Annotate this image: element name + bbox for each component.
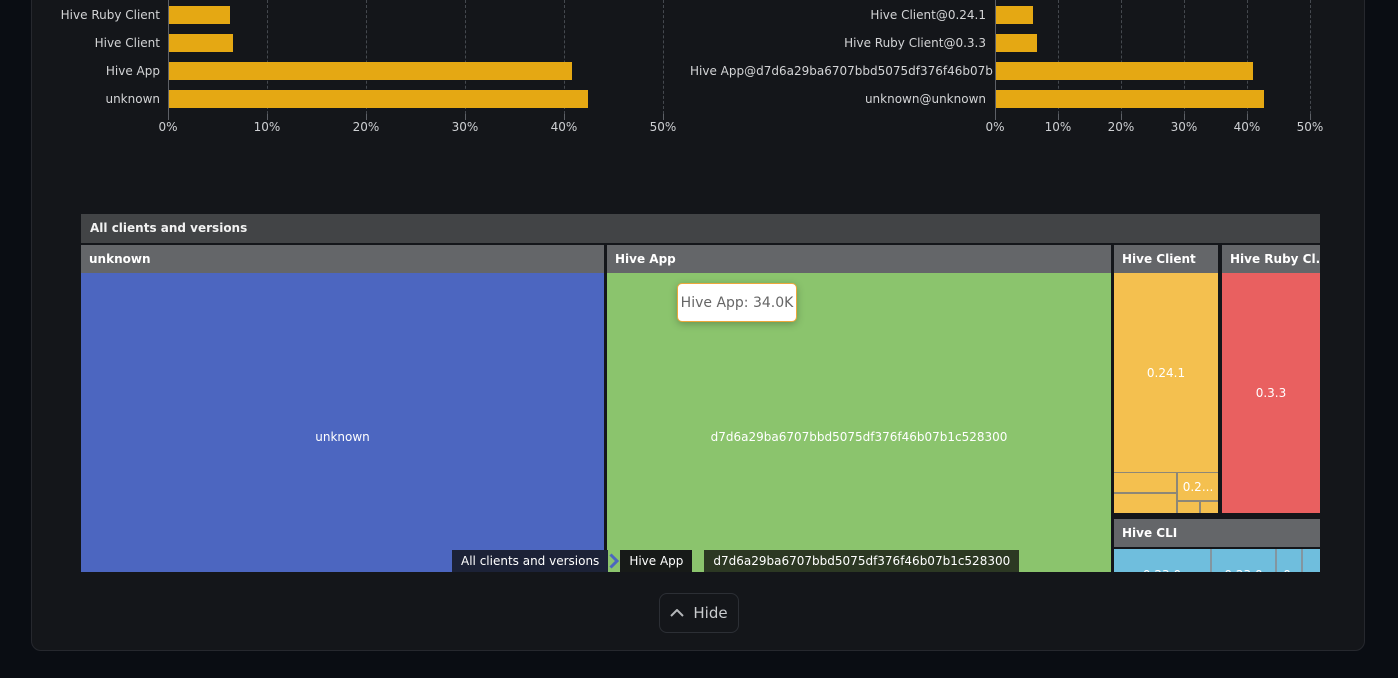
grid-line: [1184, 0, 1185, 114]
x-axis-tick-label: 20%: [352, 120, 380, 134]
bar[interactable]: [996, 90, 1264, 108]
x-axis-tick-label: 50%: [649, 120, 677, 134]
tooltip-text: Hive App: 34.0K: [680, 294, 794, 311]
category-label: unknown@unknown: [864, 92, 986, 106]
treemap-section-header-hive-ruby-client[interactable]: Hive Ruby Cl...: [1222, 245, 1320, 273]
x-axis-tick-label: 30%: [1170, 120, 1198, 134]
x-axis-tick-label: 40%: [550, 120, 578, 134]
category-label: unknown: [105, 92, 160, 106]
breadcrumb-item-version-hash[interactable]: d7d6a29ba6707bbd5075df376f46b07b1c528300: [704, 550, 1020, 572]
axis-tick: [1310, 114, 1311, 120]
grid-line: [1247, 0, 1248, 114]
treemap-hive-client-minor-versions: 0.2...: [1114, 472, 1218, 513]
treemap-section-header-hive-app[interactable]: Hive App: [607, 245, 1111, 273]
axis-tick: [1247, 114, 1248, 120]
grid-line: [366, 0, 367, 114]
grid-line: [564, 0, 565, 114]
treemap-cell-hive-client-minor-2[interactable]: [1114, 494, 1176, 513]
treemap-cell-hive-client-version[interactable]: 0.24.1: [1114, 273, 1218, 472]
treemap-cell-hive-client-minor-1[interactable]: [1114, 473, 1176, 492]
axis-tick: [267, 114, 268, 120]
x-axis-tick-label: 10%: [1044, 120, 1072, 134]
treemap-root-header[interactable]: All clients and versions: [81, 214, 1320, 243]
tooltip: Hive App: 34.0K: [677, 283, 797, 322]
category-label: Hive App: [105, 64, 160, 78]
chevron-right-icon: [608, 550, 620, 572]
breadcrumb-item-root[interactable]: All clients and versions: [452, 550, 609, 572]
bar[interactable]: [169, 34, 233, 52]
treemap-cell-hive-app-version[interactable]: d7d6a29ba6707bbd5075df376f46b07b1c528300: [607, 273, 1111, 572]
bar[interactable]: [996, 34, 1037, 52]
category-label: Hive Client: [94, 36, 160, 50]
x-axis-tick-label: 10%: [253, 120, 281, 134]
x-axis-tick-label: 0%: [158, 120, 178, 134]
category-label: Hive Ruby Client: [60, 8, 160, 22]
treemap-section-header-hive-client[interactable]: Hive Client: [1114, 245, 1218, 273]
grid-line: [1310, 0, 1311, 114]
treemap-cell-hive-client-0-2[interactable]: 0.2...: [1178, 473, 1218, 500]
grid-line: [1058, 0, 1059, 114]
grid-line: [168, 0, 169, 114]
treemap-breadcrumb: All clients and versions Hive App d7d6a2…: [452, 550, 1020, 572]
treemap-cell-hive-client-minor-3[interactable]: [1178, 502, 1199, 513]
grid-line: [995, 0, 996, 114]
x-axis-tick-label: 40%: [1233, 120, 1261, 134]
breadcrumb-item-hive-app[interactable]: Hive App: [620, 550, 693, 572]
x-axis-tick-label: 0%: [985, 120, 1005, 134]
bar[interactable]: [169, 62, 572, 80]
bar-chart-client-versions: 0% 10% 20% 30% 40% 50% Hive Client@0.24.1 Hive …: [0, 0, 1398, 145]
treemap-section-header-unknown[interactable]: unknown: [81, 245, 604, 273]
treemap-hive-cli-versions: 0.23.0 0.23.0 0.: [1114, 549, 1320, 572]
axis-tick: [995, 114, 996, 120]
treemap-cell-hive-ruby-version[interactable]: 0.3.3: [1222, 273, 1320, 513]
x-axis-tick-label: 20%: [1107, 120, 1135, 134]
axis-tick: [465, 114, 466, 120]
treemap-cell-hive-cli-0-23-0-b[interactable]: 0.23.0: [1212, 549, 1275, 572]
bar-chart-clients: 0% 10% 20% 30% 40% 50% Hive Ruby Client Hive Cl…: [0, 0, 1398, 145]
hide-button-label: Hide: [693, 604, 728, 622]
grid-line: [465, 0, 466, 114]
bar[interactable]: [169, 6, 230, 24]
x-axis-tick-label: 50%: [1296, 120, 1324, 134]
category-label: Hive Ruby Client@0.3.3: [844, 36, 986, 50]
category-label: Hive Client@0.24.1: [870, 8, 986, 22]
category-label: Hive App@d7d6a29ba6707bbd5075df376f46b07…: [690, 64, 993, 78]
treemap-cell-unknown[interactable]: unknown: [81, 273, 604, 572]
treemap-cell-hive-cli-minor-1[interactable]: 0.: [1277, 549, 1301, 572]
grid-line: [1121, 0, 1122, 114]
chevron-up-icon: [670, 609, 685, 617]
axis-tick: [1121, 114, 1122, 120]
chevron-right-icon: [692, 550, 704, 572]
axis-tick: [564, 114, 565, 120]
treemap-all-clients: All clients and versions unknown unknown…: [81, 214, 1320, 572]
axis-tick: [663, 114, 664, 120]
treemap-cell-hive-cli-0-23-0-a[interactable]: 0.23.0: [1114, 549, 1210, 572]
bar[interactable]: [169, 90, 588, 108]
bar[interactable]: [996, 6, 1033, 24]
axis-tick: [1058, 114, 1059, 120]
treemap-cell-hive-cli-minor-2[interactable]: [1303, 549, 1320, 572]
hide-button[interactable]: Hide: [659, 593, 739, 633]
axis-tick: [1184, 114, 1185, 120]
grid-line: [267, 0, 268, 114]
bar[interactable]: [996, 62, 1253, 80]
axis-tick: [366, 114, 367, 120]
treemap-section-header-hive-cli[interactable]: Hive CLI: [1114, 519, 1320, 547]
treemap-cell-hive-client-minor-4[interactable]: [1201, 502, 1218, 513]
axis-tick: [168, 114, 169, 120]
x-axis-tick-label: 30%: [451, 120, 479, 134]
grid-line: [663, 0, 664, 114]
